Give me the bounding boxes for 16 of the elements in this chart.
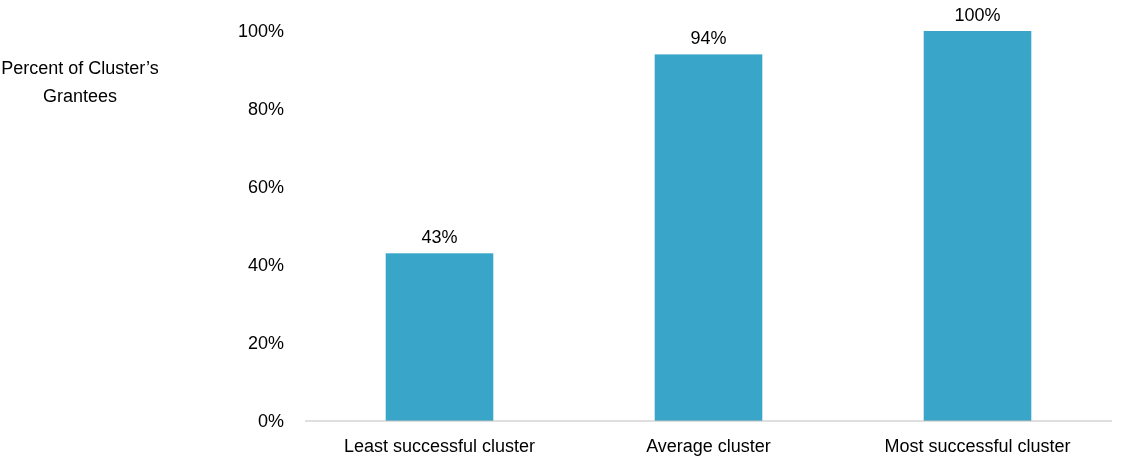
y-tick-label: 0%	[257, 411, 284, 432]
y-axis-title: Percent of Cluster’s Grantees	[1, 58, 159, 106]
y-tick-label: 20%	[247, 333, 284, 354]
y-tick-label: 40%	[247, 255, 284, 276]
bar	[923, 31, 1032, 421]
data-label: 43%	[421, 227, 458, 248]
x-tick-label: Most successful cluster	[884, 436, 1071, 456]
y-tick-label: 60%	[247, 177, 284, 198]
data-label: 94%	[690, 28, 727, 49]
bar	[654, 54, 763, 421]
bar	[385, 253, 494, 421]
data-label: 100%	[954, 5, 1001, 25]
x-tick-label: Least successful cluster	[343, 436, 536, 456]
y-tick-label: 100%	[237, 21, 284, 42]
x-tick-label: Average cluster	[646, 436, 771, 456]
y-tick-label: 80%	[247, 99, 284, 120]
